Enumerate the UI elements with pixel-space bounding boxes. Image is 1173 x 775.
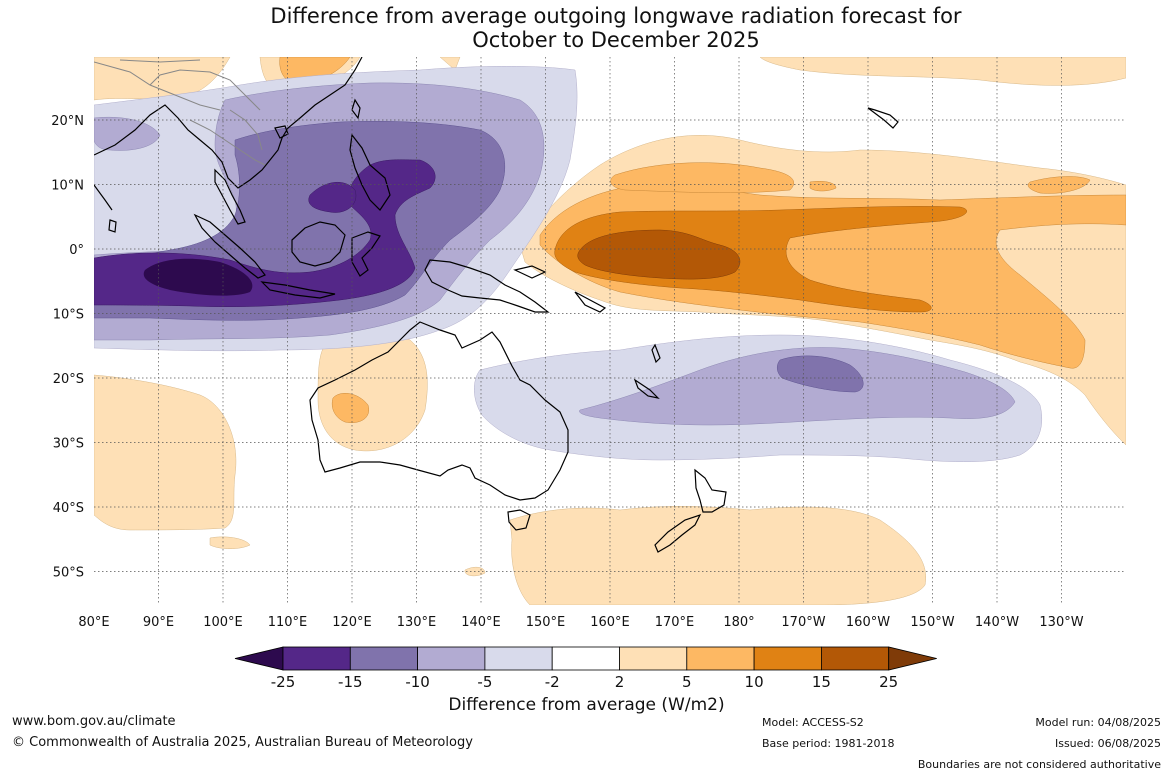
colorbar-bin xyxy=(753,646,822,671)
lat-label: 20°S xyxy=(53,372,84,387)
anomaly-contours xyxy=(94,57,1126,605)
colorbar: -25 -15 -10 -5 -2 2 5 10 15 25 xyxy=(234,646,937,691)
new-britain-coastline xyxy=(513,265,547,279)
colorbar-tick-label: -10 xyxy=(405,673,430,691)
lon-label: 150°E xyxy=(526,615,566,630)
lat-label: 10°S xyxy=(53,308,84,323)
lat-label: 10°N xyxy=(51,179,84,194)
colorbar-bin xyxy=(619,646,688,671)
issued-date: Issued: 06/08/2025 xyxy=(1054,737,1161,750)
hainan-coastline xyxy=(274,125,289,139)
hawaii-coastline xyxy=(867,107,899,129)
disclaimer: Boundaries are not considered authoritat… xyxy=(917,758,1161,771)
colorbar-tick-label: -5 xyxy=(477,673,492,691)
graticule xyxy=(94,57,1126,605)
colorbar-tick-label: 25 xyxy=(879,673,898,691)
contour-below-minus25 xyxy=(143,258,253,296)
lon-label: 130°E xyxy=(397,615,437,630)
map-title: Difference from average outgoing longwav… xyxy=(0,4,1173,52)
solomon-islands-coastline xyxy=(574,291,607,313)
colorbar-bin xyxy=(349,646,418,671)
sulawesi-coastline xyxy=(351,231,381,277)
lon-label: 110°E xyxy=(268,615,308,630)
vanuatu-coastline xyxy=(651,343,661,364)
lon-label: 170°W xyxy=(781,615,825,630)
sumatra-coastline xyxy=(193,213,266,279)
colorbar-tick-label: 15 xyxy=(812,673,831,691)
borneo-coastline xyxy=(291,221,346,267)
title-line-2: October to December 2025 xyxy=(472,28,760,52)
title-line-1: Difference from average outgoing longwav… xyxy=(270,4,962,28)
tasmania-coastline xyxy=(507,509,531,531)
lat-label: 20°N xyxy=(51,114,84,129)
lon-label: 150°W xyxy=(910,615,954,630)
latitude-labels: 20°N 10°N 0° 10°S 20°S 30°S 40°S 50°S xyxy=(51,114,84,581)
lon-label: 130°W xyxy=(1039,615,1083,630)
colorbar-bin xyxy=(551,646,620,671)
website-link[interactable]: www.bom.gov.au/climate xyxy=(12,714,176,729)
anomaly-map: 80°E 90°E 100°E 110°E 120°E 130°E 140°E 150°E 16… xyxy=(51,57,1126,691)
new-zealand-south-coastline xyxy=(654,513,702,553)
colorbar-bin xyxy=(417,646,486,671)
lon-label: 120°E xyxy=(332,615,372,630)
coastlines xyxy=(94,57,899,553)
colorbar-tick-label: 5 xyxy=(682,673,692,691)
lon-label: 140°W xyxy=(975,615,1019,630)
new-caledonia-coastline xyxy=(633,378,660,399)
australia-coastline xyxy=(309,321,569,501)
new-zealand-north-coastline xyxy=(694,468,727,513)
lon-label: 160°W xyxy=(846,615,890,630)
lon-label: 90°E xyxy=(143,615,174,630)
lon-label: 170°E xyxy=(655,615,695,630)
java-coastline xyxy=(260,281,336,299)
colorbar-tick-label: 2 xyxy=(615,673,625,691)
lat-label: 40°S xyxy=(53,501,84,516)
asia-mainland-coastline xyxy=(94,57,363,189)
lon-label: 160°E xyxy=(590,615,630,630)
lat-label: 30°S xyxy=(53,437,84,452)
colorbar-tick-label: -2 xyxy=(545,673,560,691)
footer-left: www.bom.gov.au/climate © Commonwealth of… xyxy=(12,711,473,753)
colorbar-bin xyxy=(484,646,553,671)
india-coastline xyxy=(94,184,113,211)
lat-label: 0° xyxy=(69,243,84,258)
philippines-coastline xyxy=(349,133,391,211)
longitude-labels: 80°E 90°E 100°E 110°E 120°E 130°E 140°E 150°E 16… xyxy=(78,615,1083,630)
contour-15-to-25 xyxy=(577,229,741,280)
copyright: © Commonwealth of Australia 2025, Austra… xyxy=(12,735,473,750)
new-guinea-coastline xyxy=(424,259,550,313)
colorbar-bin xyxy=(686,646,755,671)
colorbar-tick-label: 10 xyxy=(745,673,764,691)
lat-label: 50°S xyxy=(53,566,84,581)
colorbar-bin xyxy=(821,646,890,671)
malay-peninsula-coastline xyxy=(214,168,246,225)
footer-model-info: Model: ACCESS-S2 Base period: 1981-2018 xyxy=(762,712,894,754)
footer-dates: Model run: 04/08/2025 Issued: 06/08/2025… xyxy=(918,712,1161,775)
country-borders xyxy=(94,59,266,166)
base-period: Base period: 1981-2018 xyxy=(762,737,895,750)
lon-label: 80°E xyxy=(78,615,109,630)
model-run: Model run: 04/08/2025 xyxy=(1035,716,1161,729)
lon-label: 100°E xyxy=(203,615,243,630)
legend-title: Difference from average (W/m2) xyxy=(448,695,725,715)
colorbar-extend-max xyxy=(888,646,937,671)
colorbar-tick-label: -15 xyxy=(338,673,363,691)
colorbar-extend-min xyxy=(234,646,284,671)
taiwan-coastline xyxy=(351,98,361,120)
colorbar-tick-label: -25 xyxy=(271,673,296,691)
model-name: Model: ACCESS-S2 xyxy=(762,716,864,729)
colorbar-bin xyxy=(282,646,351,671)
sri-lanka-coastline xyxy=(108,219,117,233)
lon-label: 180° xyxy=(723,615,754,630)
lon-label: 140°E xyxy=(461,615,501,630)
